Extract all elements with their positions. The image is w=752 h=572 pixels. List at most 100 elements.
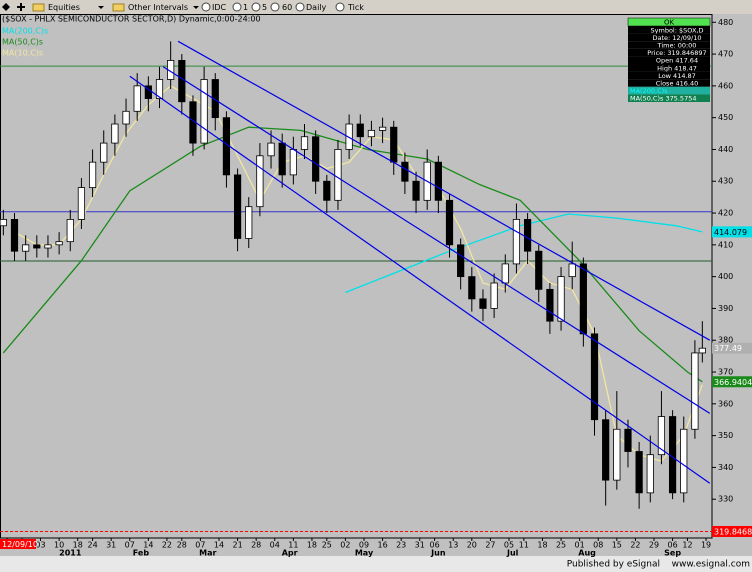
x-tick-label: 09	[359, 541, 369, 550]
clock-icon[interactable]	[251, 2, 261, 12]
legend-entry: MA(10,C)s	[2, 49, 43, 58]
candle-body	[88, 161, 97, 189]
cursor-date: 12/09/10	[2, 540, 38, 549]
candle-body	[178, 60, 186, 103]
x-tick-label: 08	[593, 541, 603, 550]
x-tick-label: 14	[214, 541, 224, 550]
month-label: 2011	[59, 549, 82, 558]
candle-body	[278, 142, 286, 176]
x-tick-label: 02	[340, 541, 350, 550]
folder-icon[interactable]	[32, 3, 45, 12]
y-tick-label: 350	[718, 431, 733, 440]
toolbar-button[interactable]: 60	[282, 3, 292, 12]
toolbar-button[interactable]: Tick	[347, 3, 364, 12]
folder-icon[interactable]	[112, 3, 125, 12]
x-tick-label: 16	[377, 541, 387, 550]
x-tick-label: 31	[106, 541, 116, 550]
x-tick-label: 23	[396, 541, 406, 550]
info-row	[628, 26, 710, 34]
candle-body	[55, 241, 63, 246]
candle-body	[624, 428, 632, 452]
x-tick-label: 18	[307, 541, 317, 550]
price-tag	[712, 376, 752, 388]
y-tick-label: 360	[718, 399, 733, 408]
candle-body	[445, 199, 454, 246]
candle-body	[568, 263, 576, 278]
candle-body	[401, 161, 409, 182]
candle-body	[122, 110, 130, 125]
x-tick-label: 21	[232, 541, 242, 550]
y-tick-label: 340	[718, 463, 733, 472]
trendline	[129, 75, 711, 484]
info-row	[628, 86, 710, 95]
y-tick-label: 450	[718, 113, 733, 122]
x-tick-label: 22	[162, 541, 172, 550]
toolbar-button[interactable]: IDC	[212, 3, 227, 12]
x-tick-label: 14	[143, 541, 153, 550]
x-tick-label: 28	[251, 541, 261, 550]
month-label: Apr	[282, 549, 298, 558]
info-row-text: Low 414.87	[658, 72, 696, 80]
price-tag-label: 319.84689	[714, 527, 752, 536]
diamond-icon[interactable]	[2, 3, 10, 11]
clock-icon[interactable]	[201, 2, 211, 12]
x-tick-label: 25	[322, 541, 332, 550]
x-tick-label: 12	[682, 541, 692, 550]
x-tick-label: 01	[575, 541, 585, 550]
dropdown-arrow[interactable]	[98, 6, 104, 9]
footer-bar	[0, 556, 752, 572]
plus-icon[interactable]	[17, 3, 25, 11]
moving-average	[2, 126, 703, 383]
info-row	[628, 56, 710, 64]
url[interactable]: www.esignal.com	[672, 560, 750, 570]
toolbar-button[interactable]: Daily	[306, 3, 327, 12]
x-tick-label: 29	[649, 541, 659, 550]
candle-body	[323, 180, 331, 201]
toolbar-button[interactable]: Other Intervals	[128, 3, 188, 12]
candle-body	[490, 282, 498, 309]
month-label: May	[355, 549, 374, 558]
clock-icon[interactable]	[232, 2, 242, 12]
y-tick-label: 470	[718, 50, 733, 59]
clock-icon[interactable]	[335, 2, 345, 12]
info-row	[628, 71, 710, 80]
trendline	[177, 40, 711, 341]
candle-body	[0, 219, 7, 227]
x-tick-label: 20	[467, 541, 477, 550]
toolbar-button[interactable]: 5	[262, 3, 267, 12]
clock-icon[interactable]	[295, 2, 305, 12]
price-tag-label: 414.079	[714, 228, 747, 237]
candle-body	[100, 142, 108, 163]
x-tick-label: 18	[73, 541, 83, 550]
y-tick-label: 400	[718, 272, 733, 281]
candle-body	[457, 244, 465, 278]
candle-body	[635, 451, 643, 494]
candle-body	[579, 263, 587, 335]
candle-body	[300, 136, 309, 150]
candle-body	[211, 79, 219, 119]
candle-body	[356, 123, 364, 138]
clock-icon[interactable]	[270, 2, 280, 12]
info-row-text: MA(50,C)s 375.5754	[630, 95, 696, 103]
price-tag-label: 377.49	[714, 344, 742, 353]
x-tick-label: 25	[556, 541, 566, 550]
candle-body	[546, 288, 554, 322]
candle-body	[77, 187, 86, 220]
toolbar	[0, 0, 752, 14]
candle-body	[155, 79, 164, 99]
candle-body	[512, 219, 521, 265]
candle-body	[345, 123, 353, 150]
toolbar-icons	[2, 2, 345, 12]
cursor-date-box	[0, 539, 36, 549]
legend-entry: MA(200,C)s	[2, 27, 48, 36]
x-tick-label: 04	[270, 541, 280, 550]
dropdown-arrow[interactable]	[193, 6, 199, 9]
toolbar-button[interactable]: 1	[243, 3, 248, 12]
toolbar-button[interactable]: Equities	[48, 3, 80, 12]
x-tick-label: 24	[87, 541, 97, 550]
x-tick-label: 19	[701, 541, 711, 550]
candle-body	[233, 174, 242, 239]
candle-body	[334, 149, 342, 201]
